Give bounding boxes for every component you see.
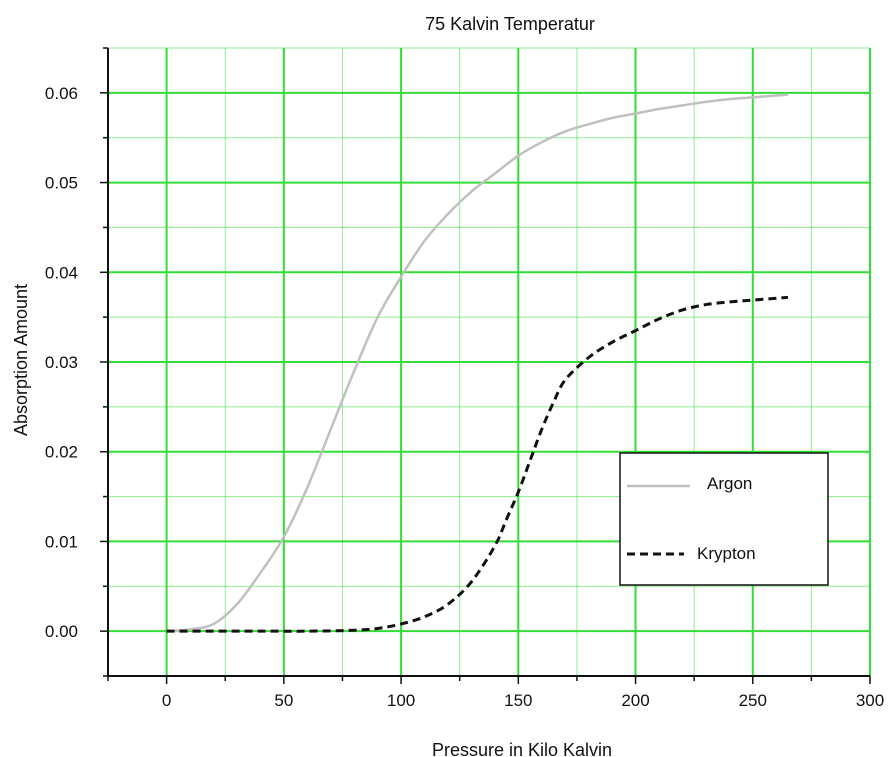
x-tick-label: 250	[739, 691, 767, 710]
legend-box	[619, 452, 829, 586]
y-tick-label: 0.06	[45, 84, 78, 103]
ticks: 0 50 100 150 200 250 300 0.00 0.01 0.02 0.03 0.04 0.…	[45, 47, 884, 710]
x-tick-label: 50	[274, 691, 293, 710]
series-lines	[166, 93, 789, 633]
y-tick-label: 0.00	[45, 622, 78, 641]
x-tick-label: 300	[856, 691, 884, 710]
x-tick-label: 150	[504, 691, 532, 710]
y-axis-label: Absorption Amount	[11, 284, 31, 436]
y-tick-label: 0.04	[45, 263, 78, 282]
series-line-krypton	[166, 295, 789, 633]
series-line-argon	[166, 93, 789, 633]
chart-title: 75 Kalvin Temperatur	[425, 14, 595, 34]
y-tick-label: 0.05	[45, 174, 78, 193]
legend-label-argon: Argon	[707, 474, 752, 493]
x-axis-label: Pressure in Kilo Kalvin	[432, 740, 612, 757]
legend-label-krypton: Krypton	[697, 544, 756, 563]
y-tick-label: 0.01	[45, 532, 78, 551]
x-tick-label: 0	[162, 691, 171, 710]
y-tick-label: 0.03	[45, 353, 78, 372]
x-tick-label: 100	[387, 691, 415, 710]
x-tick-label: 200	[621, 691, 649, 710]
y-tick-label: 0.02	[45, 443, 78, 462]
legend: Argon Krypton	[619, 452, 829, 586]
